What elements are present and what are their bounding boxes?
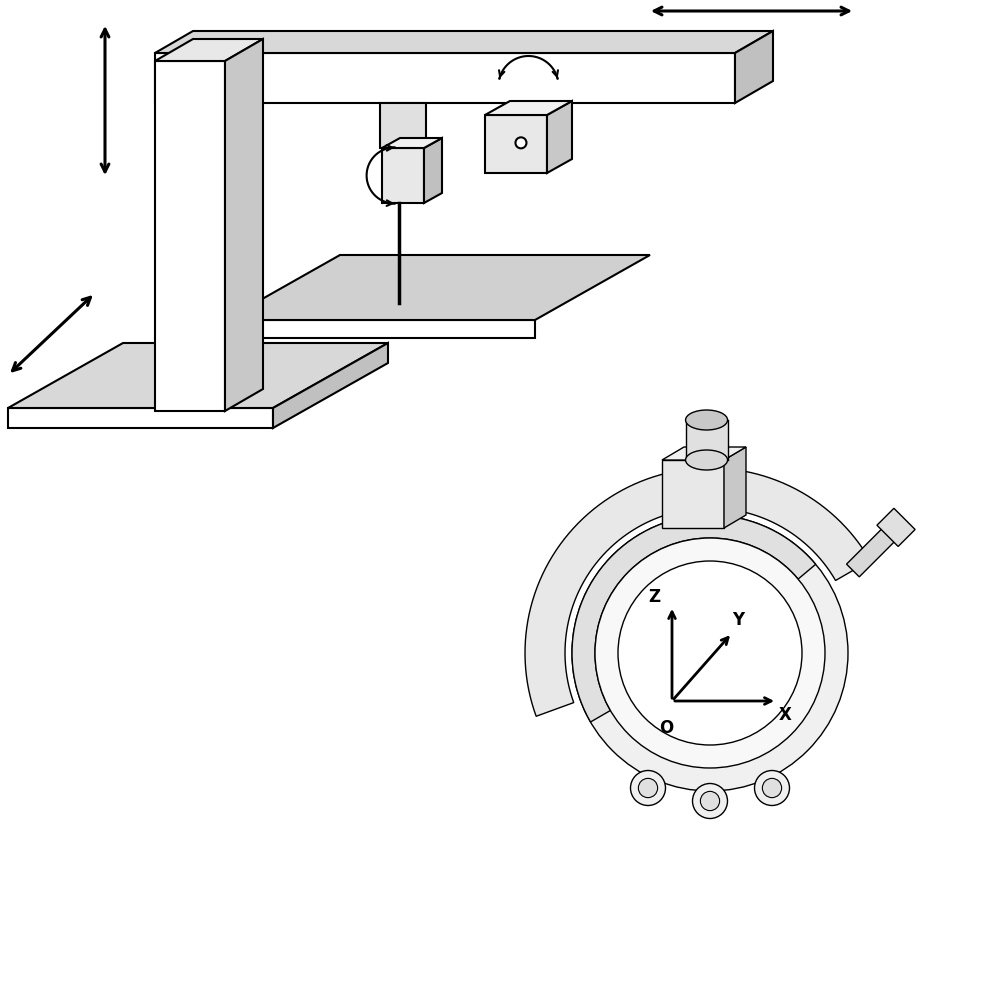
Polygon shape [547,101,572,173]
Polygon shape [572,515,816,722]
Polygon shape [155,31,773,53]
Polygon shape [485,115,547,173]
Ellipse shape [686,450,728,470]
Circle shape [631,771,666,805]
Polygon shape [382,138,442,148]
Polygon shape [380,103,426,148]
Polygon shape [225,320,535,338]
Polygon shape [155,39,263,61]
Text: O: O [659,719,673,737]
Circle shape [755,771,790,805]
Polygon shape [225,39,263,411]
Polygon shape [8,408,273,428]
Ellipse shape [686,410,728,430]
Circle shape [515,138,526,148]
Polygon shape [8,343,388,408]
Polygon shape [382,148,424,203]
Polygon shape [686,420,728,460]
Circle shape [595,538,825,768]
Polygon shape [847,525,898,577]
Polygon shape [485,101,572,115]
Polygon shape [735,31,773,103]
Polygon shape [424,138,442,203]
Polygon shape [662,460,724,528]
Polygon shape [155,61,225,411]
Polygon shape [273,343,388,428]
Text: X: X [779,706,792,724]
Circle shape [638,779,658,797]
Circle shape [762,779,782,797]
Text: Y: Y [732,611,744,629]
Polygon shape [525,468,870,717]
Circle shape [618,561,802,745]
Text: Z: Z [648,588,660,606]
Circle shape [572,515,848,791]
Polygon shape [225,255,650,320]
Polygon shape [662,447,746,460]
Polygon shape [155,53,735,103]
Circle shape [700,791,720,811]
Circle shape [692,783,728,819]
Polygon shape [877,508,915,547]
Polygon shape [724,447,746,528]
